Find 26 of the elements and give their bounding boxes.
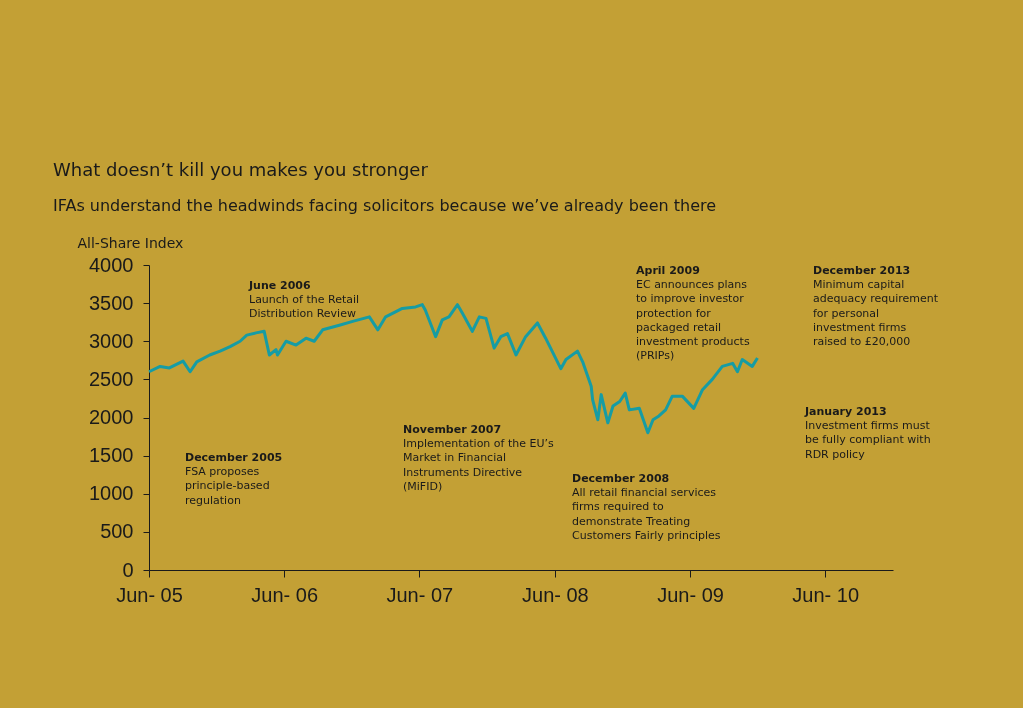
annotation: December 2005 FSA proposes principle-based regulation — [185, 451, 283, 507]
x-tick-label: Jun- 06 — [251, 583, 319, 606]
annotation: December 2013 Minimum capital adequacy requirement for personal investment firms raised to £20,000 — [813, 264, 939, 348]
y-tick-label: 4000 — [89, 253, 134, 276]
y-tick-label: 3500 — [89, 291, 134, 314]
y-tick-label: 3000 — [89, 329, 134, 352]
y-tick-label: 2500 — [89, 367, 134, 390]
annotation: April 2009 EC announces plans to improve investor protection for packaged retail investment products (PRIPs) — [636, 264, 750, 363]
y-tick-label: 1000 — [89, 482, 134, 505]
x-tick-label: Jun- 09 — [657, 583, 724, 606]
y-tick-label: 0 — [122, 558, 134, 581]
x-tick-label: Jun- 08 — [522, 583, 589, 606]
annotation: January 2013 Investment firms must be fully compliant with RDR policy — [804, 405, 931, 461]
y-tick-label: 500 — [100, 520, 134, 543]
line-series — [147, 303, 759, 435]
x-tick-label: Jun- 05 — [116, 583, 183, 606]
annotation: June 2006 Launch of the Retail Distribution Review — [248, 279, 360, 321]
annotation: November 2007 Implementation of the EU’s Market in Financial Instruments Directive (MiFID) — [403, 423, 554, 493]
x-tick-label: Jun- 07 — [386, 583, 454, 606]
y-tick-label: 1500 — [89, 444, 134, 467]
chart-title: What doesn’t kill you makes you stronger — [53, 159, 429, 180]
y-axis-title: All-Share Index — [77, 234, 184, 251]
y-tick-label: 2000 — [89, 406, 134, 428]
chart-subtitle: IFAs understand the headwinds facing solicitors because we’ve already been there — [53, 196, 717, 215]
annotation: December 2008 All retail financial services firms required to demonstrate Treating Customers Fairly principles — [572, 472, 721, 542]
x-tick-label: Jun- 10 — [792, 583, 860, 606]
